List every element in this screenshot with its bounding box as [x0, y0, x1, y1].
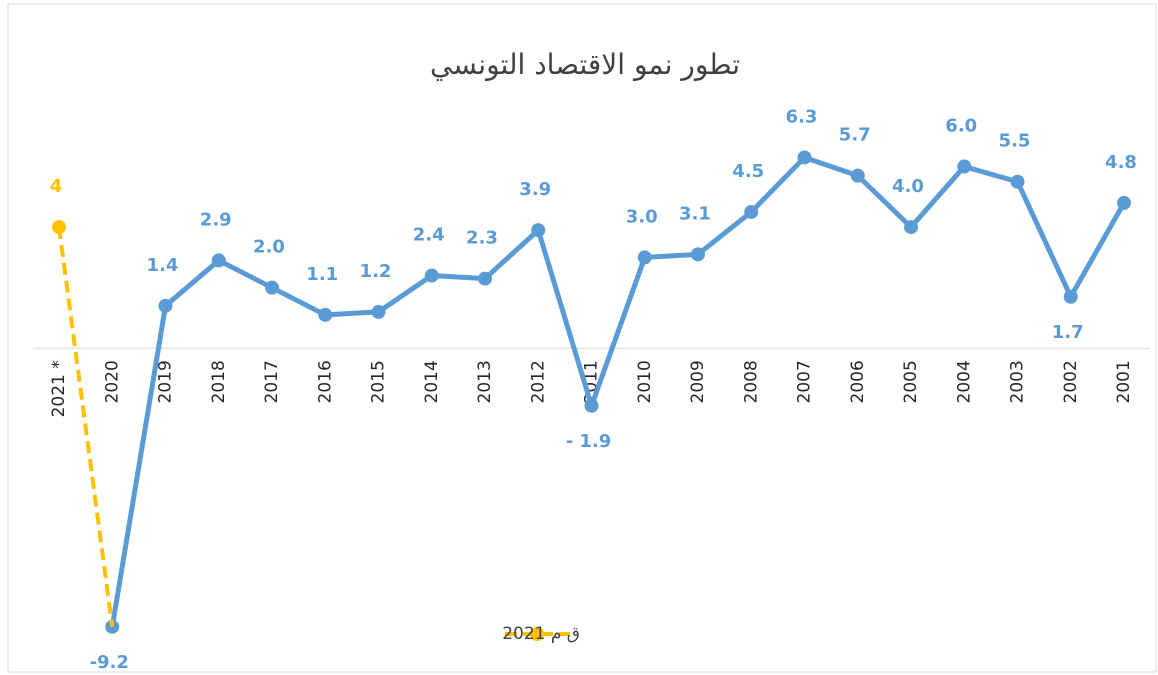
data-point: [797, 150, 812, 165]
data-point: [531, 223, 546, 238]
x-tick-label: 2010: [635, 360, 655, 403]
x-tick-label: 2014: [422, 360, 442, 403]
data-label: 5.5: [999, 131, 1031, 152]
data-label: 1.2: [360, 261, 392, 282]
data-point: [371, 304, 386, 319]
data-label: 3.0: [626, 206, 658, 227]
data-point: [850, 168, 865, 183]
data-label: 2.3: [466, 228, 498, 249]
data-label: -9.2: [90, 652, 129, 673]
x-tick-label: 2003: [1008, 360, 1028, 403]
x-tick-label: 2005: [901, 360, 921, 403]
data-label: 2.4: [413, 225, 445, 246]
data-point: [478, 271, 492, 286]
x-tick-label: 2006: [848, 360, 868, 403]
data-label: 2.0: [253, 237, 285, 258]
x-tick-label: 2004: [954, 360, 974, 403]
x-tick-label: 2018: [209, 360, 229, 403]
data-point: [211, 253, 226, 268]
x-tick-label: 2001: [1114, 360, 1134, 403]
legend-marker: [530, 627, 544, 641]
data-point: [637, 250, 652, 265]
data-point: [904, 220, 918, 235]
data-point: [424, 268, 439, 283]
data-point: [52, 220, 66, 235]
x-tick-label: 2009: [688, 360, 708, 403]
x-tick-label: 2012: [528, 360, 548, 403]
x-tick-label: 2020: [102, 360, 122, 403]
data-point: [105, 619, 120, 634]
data-point: [584, 398, 599, 413]
data-label: 1.1: [306, 264, 338, 285]
data-label: 2.9: [200, 209, 232, 230]
x-tick-label: 2015: [369, 360, 389, 403]
data-point: [744, 204, 759, 219]
data-label: 5.7: [839, 125, 871, 146]
x-tick-label: 2019: [156, 360, 176, 403]
data-point: [158, 298, 173, 313]
data-point: [1010, 174, 1025, 189]
data-point: [318, 307, 333, 322]
series-line: [109, 154, 1127, 628]
data-label: 6.3: [786, 106, 818, 127]
data-label: 4.0: [892, 176, 924, 197]
data-label: 3.1: [679, 203, 711, 224]
data-label: 3.9: [519, 179, 551, 200]
x-tick-label: 2016: [315, 360, 335, 403]
chart-title: تطور نمو الاقتصاد التونسي: [430, 48, 740, 81]
data-label: 1.7: [1052, 322, 1084, 343]
data-point: [265, 280, 279, 295]
data-point: [957, 159, 972, 174]
chart-border: [7, 3, 1157, 673]
x-tick-label: 2008: [741, 360, 761, 403]
x-tick-label: 2007: [795, 360, 815, 403]
data-point: [1063, 289, 1078, 304]
series-line: [57, 226, 115, 628]
data-label: 4.8: [1105, 152, 1137, 173]
x-tick-label: 2002: [1061, 360, 1081, 403]
x-tick-label: 2013: [475, 360, 495, 403]
data-point: [1117, 195, 1131, 210]
x-tick-label: 2021 *: [49, 360, 69, 417]
x-tick-label: 2017: [262, 360, 282, 403]
data-label: 4: [50, 176, 63, 197]
data-label: 6.0: [945, 116, 977, 137]
data-label: - 1.9: [566, 431, 612, 452]
data-label: 4.5: [732, 161, 764, 182]
legend-label: ق م 2021: [502, 624, 580, 644]
data-point: [691, 247, 705, 262]
data-label: 1.4: [147, 255, 179, 276]
